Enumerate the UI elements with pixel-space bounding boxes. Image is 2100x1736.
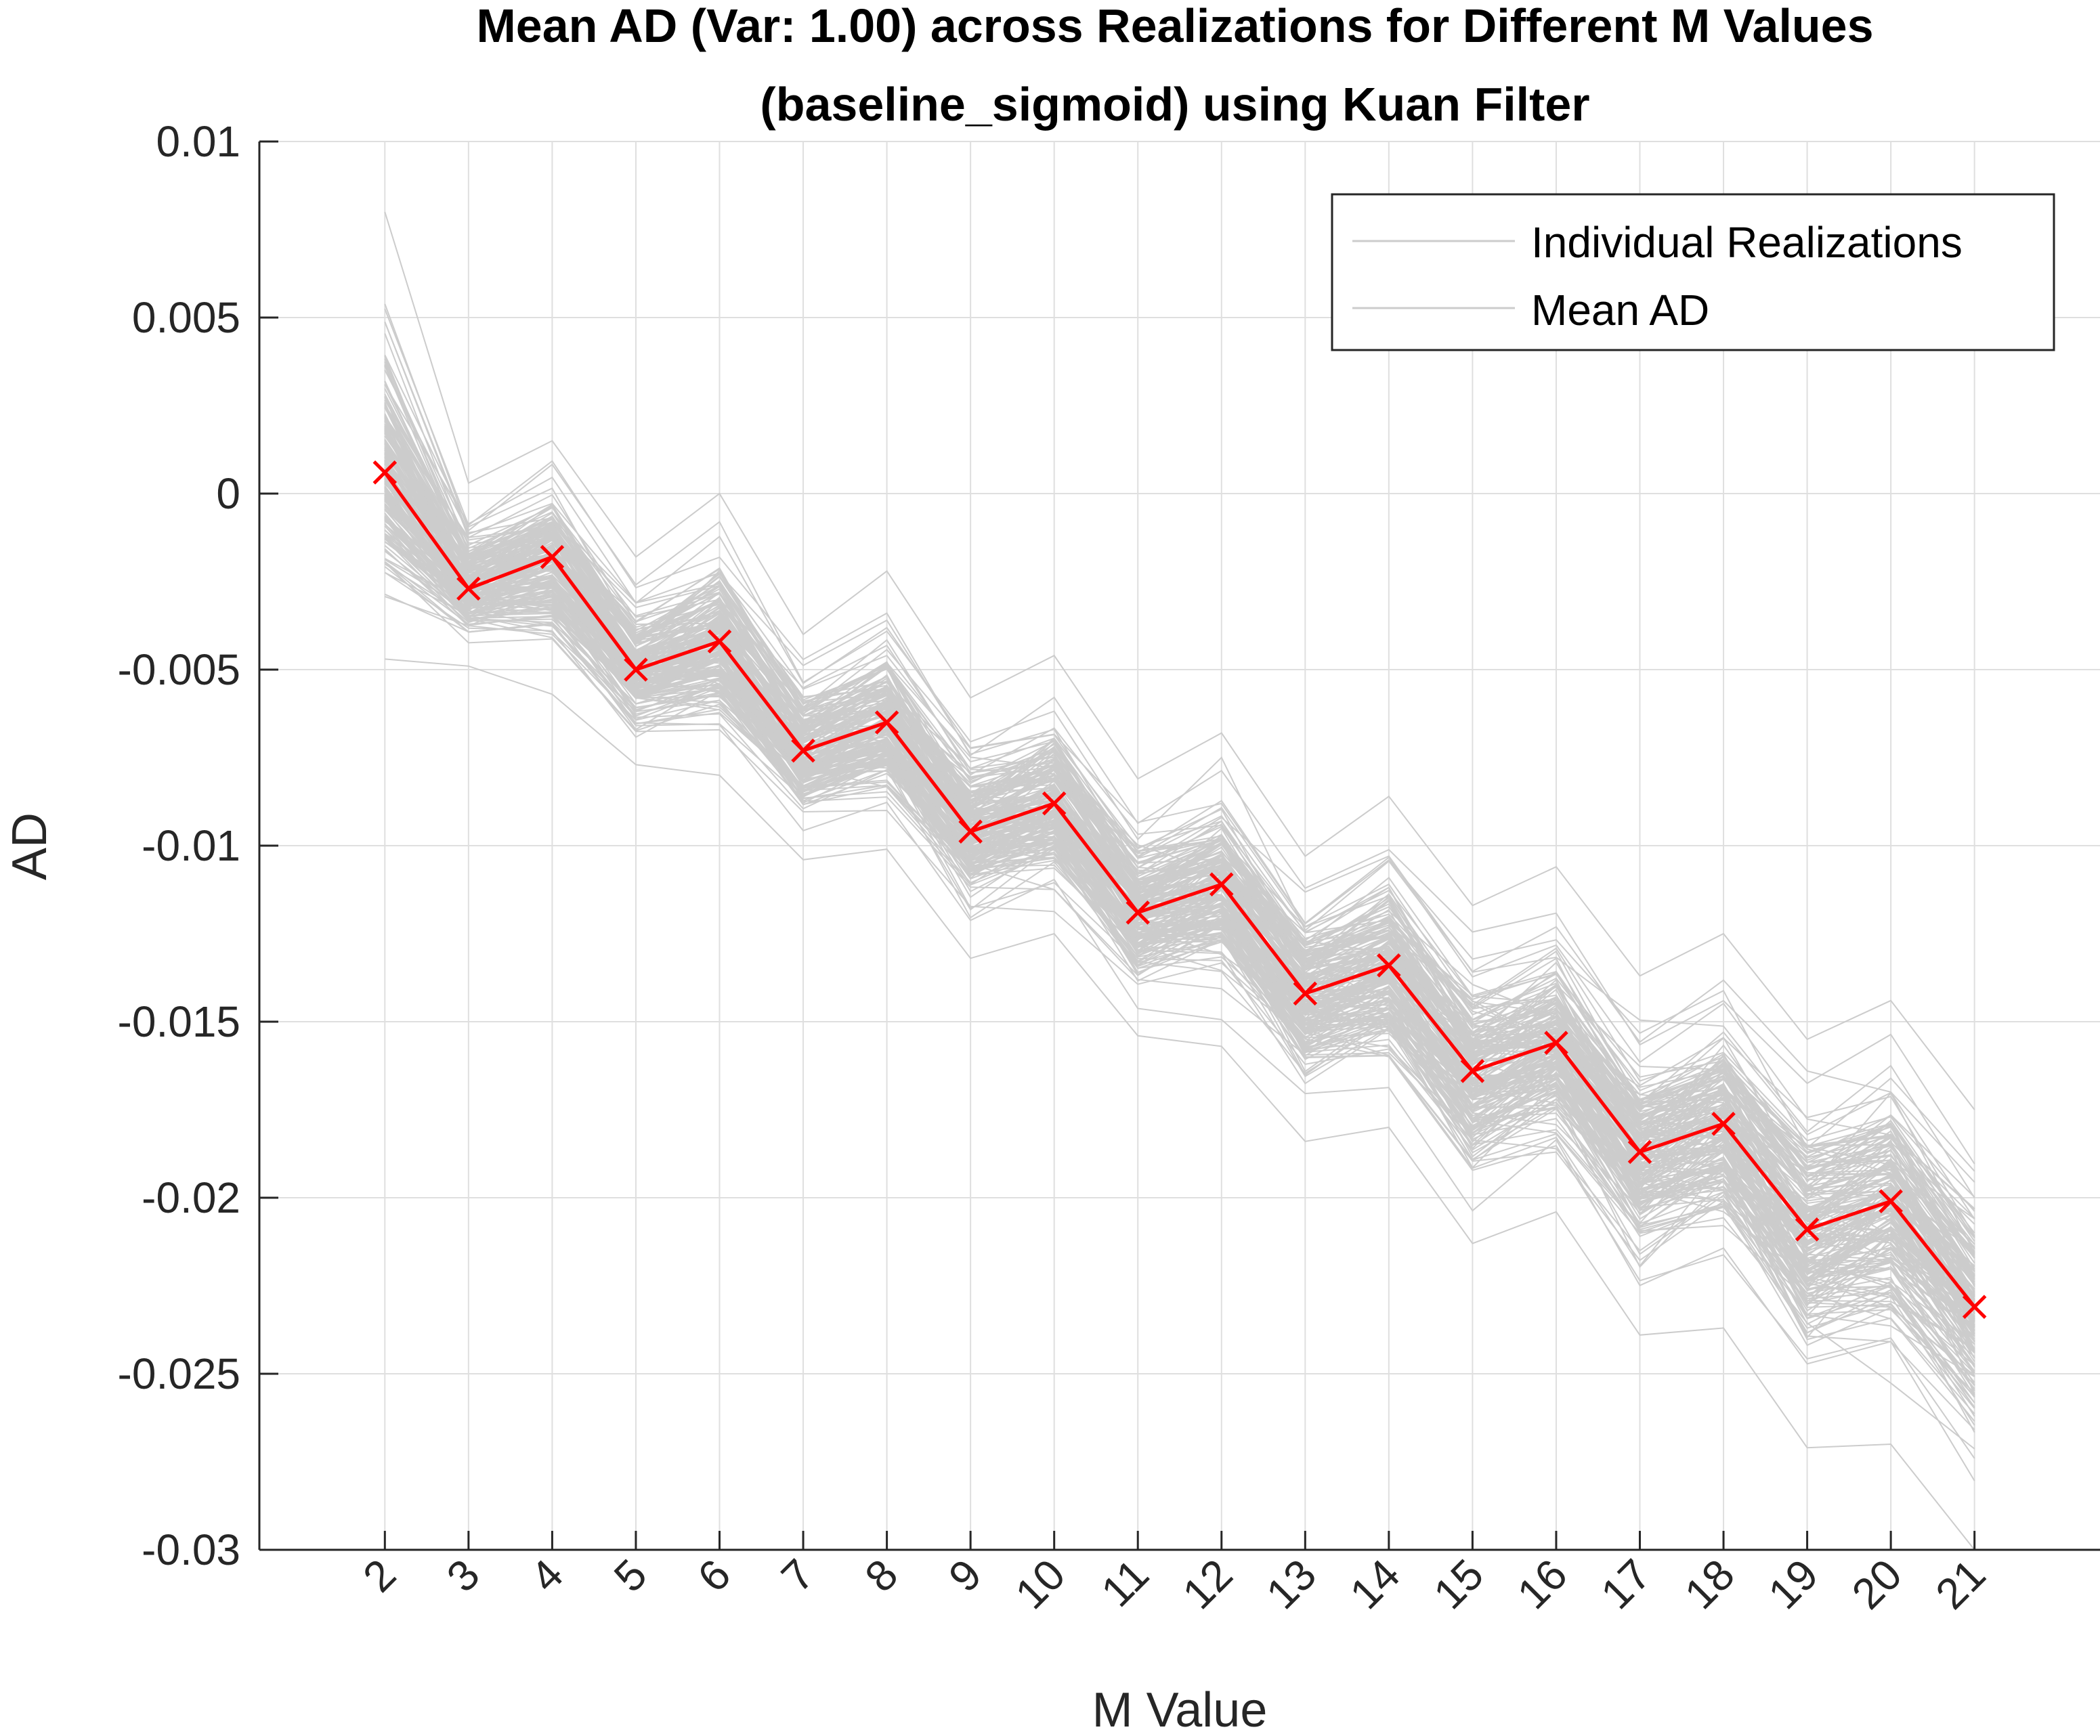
plot-area [259, 141, 2100, 1550]
mean-ad-marker [1627, 1140, 1652, 1165]
legend-box [1331, 193, 2055, 351]
y-tick-label: -0.015 [118, 997, 240, 1046]
y-tick-label: -0.025 [118, 1349, 240, 1398]
y-tick-label: 0.01 [156, 117, 240, 166]
mean-ad-marker [1293, 981, 1318, 1006]
realization-line [384, 423, 1975, 1252]
mean-ad-marker [372, 460, 398, 485]
realization-line [384, 460, 1975, 1280]
realization-line [384, 453, 1975, 1326]
realization-line [384, 517, 1975, 1319]
realization-line [384, 566, 1975, 1431]
y-tick-label: -0.02 [142, 1173, 240, 1222]
mean-ad-marker [791, 738, 815, 763]
mean-ad-marker [1962, 1295, 1987, 1319]
y-ticks: 0.01 0.005 0 -0.005 -0.01 -0.015 -0.02 -0.025 -0… [118, 117, 278, 1574]
mean-ad-marker [874, 710, 899, 735]
realization-line [384, 497, 1975, 1326]
mean-ad-marker [624, 657, 648, 682]
x-axis-label: M Value [1092, 1683, 1268, 1736]
mean-ad-marker [1711, 1112, 1736, 1136]
mean-ad-marker [1209, 872, 1234, 896]
y-tick-label: -0.01 [142, 821, 240, 870]
mean-ad-marker [1126, 900, 1150, 925]
mean-ad-marker [1042, 791, 1067, 816]
realization-line [384, 460, 1975, 1318]
realization-line [384, 308, 1975, 1165]
mean-ad-series [372, 460, 1987, 1319]
legend-label-mean: Mean AD [1531, 286, 1709, 334]
realization-line [384, 384, 1975, 1172]
y-tick-label: 0.005 [132, 293, 240, 342]
realization-line [384, 303, 1975, 1183]
realization-line [384, 404, 1975, 1283]
realization-line [384, 544, 1975, 1408]
realization-line [384, 406, 1975, 1242]
legend: Individual Realizations Mean AD [1331, 193, 2055, 351]
y-tick-label: -0.005 [118, 645, 240, 694]
realization-line [384, 571, 1975, 1422]
mean-ad-marker [1377, 953, 1401, 978]
legend-label-individual: Individual Realizations [1531, 218, 1963, 267]
realization-line [384, 498, 1975, 1353]
realization-line [384, 446, 1975, 1311]
mean-ad-marker [958, 819, 983, 844]
realization-line [384, 448, 1975, 1257]
realization-line [384, 488, 1975, 1372]
realization-line [384, 384, 1975, 1239]
realization-line [384, 538, 1975, 1331]
realization-line [385, 658, 1975, 1550]
mean-ad-marker [456, 576, 481, 601]
realization-line [384, 494, 1975, 1334]
realization-line [384, 322, 1975, 1210]
individual-realizations [384, 211, 1975, 1550]
realization-line [384, 593, 1975, 1481]
realization-line [384, 562, 1975, 1459]
realization-line [384, 529, 1975, 1404]
realization-line [384, 448, 1975, 1298]
realization-line [384, 322, 1975, 1220]
mean-ad-marker [707, 629, 732, 654]
mean-ad-marker [1795, 1217, 1820, 1242]
realization-line [384, 364, 1975, 1250]
realization-line [384, 211, 1975, 1110]
realization-line [384, 414, 1975, 1198]
chart-title-line-1: Mean AD (Var: 1.00) across Realizations … [476, 0, 1873, 52]
realization-line [384, 490, 1975, 1343]
realization-line [384, 506, 1975, 1349]
mean-ad-marker [1460, 1059, 1485, 1083]
realization-line [384, 370, 1975, 1254]
mean-ad-line [383, 471, 1976, 1308]
realization-line [384, 548, 1975, 1358]
mean-ad-marker [540, 544, 565, 569]
realization-line [384, 561, 1975, 1450]
mean-ad-marker [1544, 1030, 1568, 1055]
realization-line [384, 388, 1975, 1254]
y-tick-label: -0.03 [142, 1525, 240, 1574]
realization-line [384, 453, 1975, 1301]
y-axis-label: AD [3, 812, 57, 880]
realization-line [384, 475, 1975, 1267]
chart-title-line-2: (baseline_sigmoid) using Kuan Filter [760, 78, 1589, 131]
mean-ad-marker [1879, 1189, 1903, 1213]
realization-line [384, 550, 1975, 1414]
realization-line [384, 381, 1975, 1238]
realization-line [384, 559, 1975, 1397]
y-tick-label: 0 [216, 469, 240, 518]
realization-line [384, 433, 1975, 1312]
